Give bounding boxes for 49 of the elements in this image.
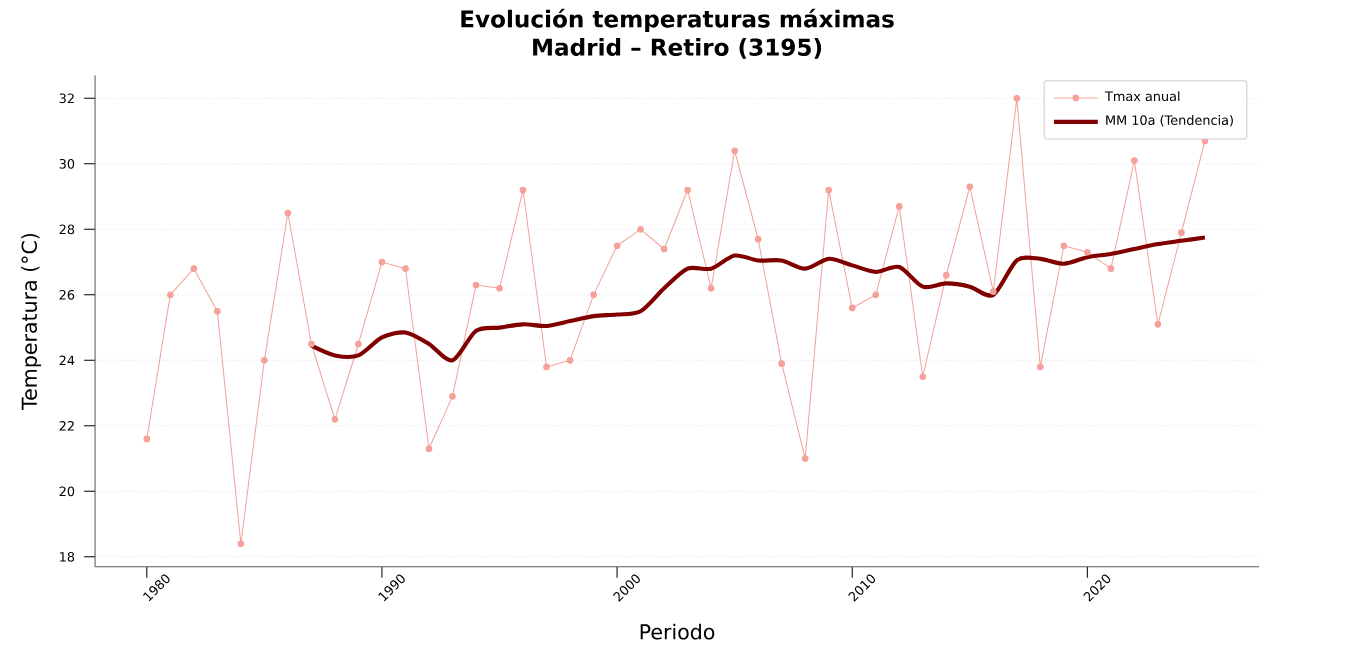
point	[637, 225, 644, 233]
point	[566, 356, 574, 364]
point	[166, 291, 174, 298]
point	[942, 271, 950, 279]
line-series	[309, 235, 1207, 363]
point	[143, 435, 151, 442]
point	[308, 340, 315, 347]
point	[684, 186, 691, 194]
point	[613, 242, 621, 249]
y-axis-title: Temperatura (°C)	[21, 233, 42, 410]
point	[284, 209, 292, 216]
point	[496, 284, 503, 292]
point	[1107, 264, 1115, 272]
point	[472, 281, 480, 289]
point	[848, 304, 856, 311]
point	[1013, 94, 1021, 102]
point	[1084, 248, 1091, 256]
point	[519, 186, 527, 194]
point	[895, 202, 903, 210]
point	[778, 359, 786, 367]
point	[872, 291, 880, 298]
point	[425, 445, 433, 452]
point	[590, 291, 597, 298]
point	[1131, 156, 1138, 164]
point	[237, 540, 245, 547]
point	[801, 454, 809, 462]
point	[989, 287, 997, 295]
point	[1178, 228, 1185, 236]
point	[190, 264, 198, 272]
point	[261, 356, 268, 364]
point	[449, 392, 456, 400]
point	[1060, 242, 1068, 249]
point	[707, 284, 715, 292]
point	[1036, 363, 1044, 370]
point	[378, 258, 386, 266]
point	[213, 307, 221, 315]
point	[825, 186, 833, 194]
point	[754, 235, 762, 243]
point	[660, 245, 668, 252]
point	[543, 363, 550, 370]
x-axis-title: Periodo	[640, 623, 715, 640]
point	[731, 147, 738, 154]
point	[355, 340, 362, 347]
point	[402, 264, 409, 272]
point	[966, 183, 974, 190]
point	[919, 373, 927, 380]
chart-title: Evolución temperaturas máximas Madrid – Retiro (3195)	[461, 8, 894, 59]
point	[1154, 320, 1162, 328]
point	[331, 415, 339, 423]
